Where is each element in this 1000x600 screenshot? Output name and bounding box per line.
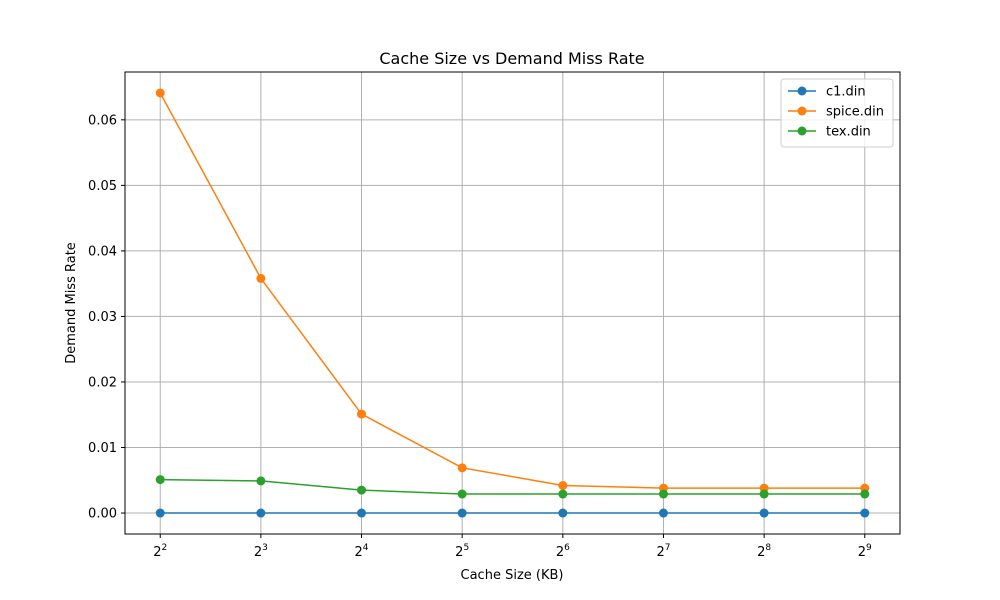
x-tick-label: 23: [254, 543, 268, 560]
x-tick-label: 28: [757, 543, 771, 560]
x-axis-ticks: 22 23 24 25 26 27 28 29: [153, 534, 872, 560]
series-tex-din: [155, 475, 870, 499]
data-point-tex-din: [860, 489, 870, 499]
legend-item-tex-din: tex.din: [788, 125, 871, 140]
data-point-spice-din: [457, 463, 467, 473]
legend-marker: [797, 106, 807, 116]
data-point-tex-din: [457, 489, 467, 499]
series-line-tex-din: [160, 478, 865, 495]
legend-item-c1-din: c1.din: [788, 85, 866, 100]
y-tick-label: 0.06: [88, 113, 117, 128]
y-axis-ticks: 0.00 0.01 0.02 0.03 0.04 0.05 0.06: [88, 113, 125, 522]
data-point-spice-din: [357, 409, 367, 419]
x-tick-label: 26: [556, 543, 570, 560]
data-point-c1-din: [155, 508, 165, 518]
y-tick-label: 0.03: [88, 310, 117, 325]
data-point-tex-din: [759, 489, 769, 499]
series-c1-din: [155, 508, 870, 518]
data-point-tex-din: [658, 489, 668, 499]
y-tick-label: 0.01: [88, 441, 117, 456]
legend-label: c1.din: [826, 85, 866, 100]
y-tick-label: 0.00: [88, 507, 117, 522]
y-tick-label: 0.02: [88, 375, 117, 390]
series-layer: [155, 88, 870, 518]
y-tick-label: 0.05: [88, 179, 117, 194]
legend-item-spice-din: spice.din: [788, 105, 884, 120]
data-point-c1-din: [658, 508, 668, 518]
data-point-c1-din: [457, 508, 467, 518]
data-point-c1-din: [256, 508, 266, 518]
data-point-spice-din: [256, 273, 266, 283]
chart-title: Cache Size vs Demand Miss Rate: [379, 49, 644, 68]
legend-box: [780, 78, 894, 148]
legend-marker: [797, 126, 807, 136]
data-point-tex-din: [155, 475, 165, 485]
series-line-spice-din: [159, 92, 865, 489]
plot-frame: [124, 71, 901, 535]
x-tick-label: 25: [455, 543, 469, 560]
data-point-tex-din: [558, 489, 568, 499]
x-tick-label: 22: [153, 543, 167, 560]
data-point-c1-din: [558, 508, 568, 518]
grid-lines: [125, 72, 900, 534]
data-point-c1-din: [759, 508, 769, 518]
legend-marker: [797, 86, 807, 96]
x-tick-label: 24: [355, 543, 369, 560]
data-point-c1-din: [860, 508, 870, 518]
data-point-spice-din: [155, 88, 165, 98]
y-axis-label: Demand Miss Rate: [64, 242, 79, 364]
x-tick-label: 27: [656, 543, 670, 560]
x-axis-label: Cache Size (KB): [461, 568, 564, 583]
legend-label: tex.din: [826, 125, 871, 140]
x-tick-label: 29: [858, 543, 872, 560]
y-tick-label: 0.04: [88, 244, 117, 259]
data-point-spice-din: [558, 481, 568, 491]
legend-label: spice.din: [826, 105, 884, 120]
data-point-tex-din: [256, 476, 266, 486]
data-point-c1-din: [357, 508, 367, 518]
data-point-tex-din: [357, 485, 367, 495]
series-spice-din: [155, 88, 870, 493]
legend: c1.din spice.din tex.din: [780, 78, 894, 148]
